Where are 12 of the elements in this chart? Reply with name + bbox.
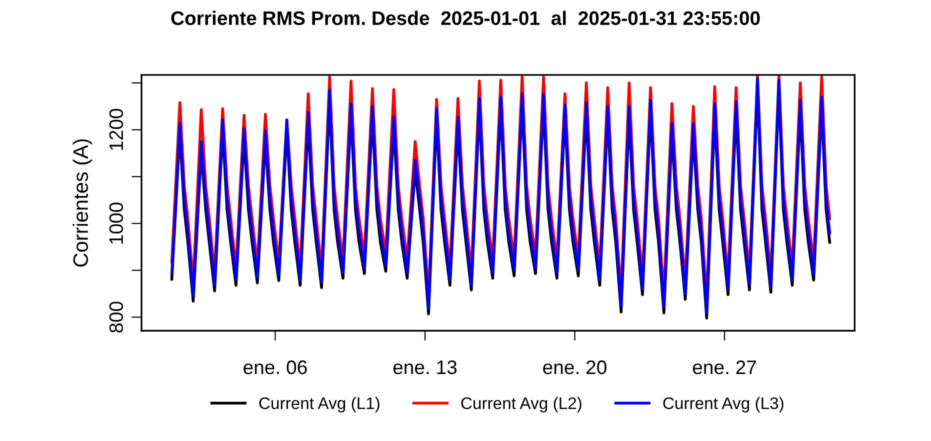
y-tick-label: 1000: [109, 202, 124, 244]
y-tick-label: 1200: [109, 108, 124, 150]
x-tick-label: ene. 20: [543, 360, 606, 374]
legend-label: Current Avg (L1): [259, 396, 380, 412]
y-tick-label: 800: [109, 302, 124, 333]
x-tick-label: ene. 06: [244, 360, 307, 374]
chart-title: Corriente RMS Prom. Desde 2025-01-01 al 2025-01-31 23:55:00: [171, 10, 760, 26]
legend-label: Current Avg (L2): [461, 396, 582, 412]
legend-label: Current Avg (L3): [663, 396, 784, 412]
x-tick-label: ene. 13: [393, 360, 457, 374]
y-axis-title: Corrientes (A): [72, 139, 92, 267]
x-tick-label: ene. 27: [692, 360, 756, 374]
